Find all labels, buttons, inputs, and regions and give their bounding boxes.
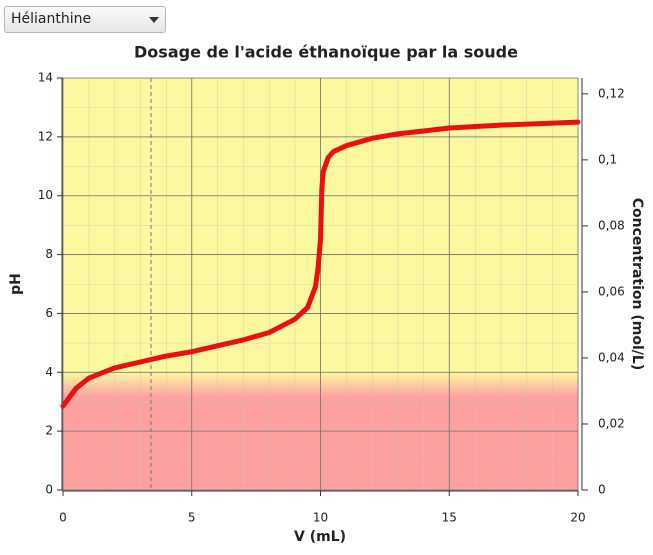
x-tick-label: 10 — [313, 511, 328, 525]
y2-tick-label: 0,04 — [598, 350, 625, 364]
chart-title: Dosage de l'acide éthanoïque par la soud… — [134, 43, 518, 62]
y2-tick-label: 0,12 — [598, 86, 625, 100]
x-tick-label: 5 — [188, 511, 196, 525]
y-tick-label: 14 — [38, 71, 53, 85]
x-axis-label: V (mL) — [294, 529, 346, 545]
ph-curve — [60, 119, 581, 409]
dropdown-arrow — [149, 17, 159, 23]
y-tick-label: 10 — [38, 188, 53, 202]
x-tick-label: 0 — [59, 511, 67, 525]
x-tick-label: 15 — [442, 511, 457, 525]
y2-axis-label: Concentration (mol/L) — [629, 198, 645, 370]
dropdown-text: Hélianthine — [11, 11, 92, 27]
x-tick-label: 20 — [570, 511, 585, 525]
y2-tick-label: 0,06 — [598, 284, 625, 298]
y-tick-label: 8 — [45, 247, 53, 261]
y2-tick-label: 0,08 — [598, 218, 625, 232]
y-tick-label: 12 — [38, 129, 53, 143]
y-tick-label: 4 — [45, 365, 53, 379]
y-tick-label: 0 — [45, 483, 53, 497]
y-axis-label: pH — [8, 273, 24, 295]
y-tick-label: 2 — [45, 424, 53, 438]
y-tick-label: 6 — [45, 306, 53, 320]
y2-tick-label: 0,1 — [598, 152, 617, 166]
y2-tick-label: 0,02 — [598, 416, 625, 430]
minor-grid — [63, 78, 578, 490]
indicator-dropdown[interactable]: Hélianthine — [4, 6, 166, 33]
indicator-zone — [63, 78, 578, 490]
y2-tick-label: 0 — [598, 483, 606, 497]
